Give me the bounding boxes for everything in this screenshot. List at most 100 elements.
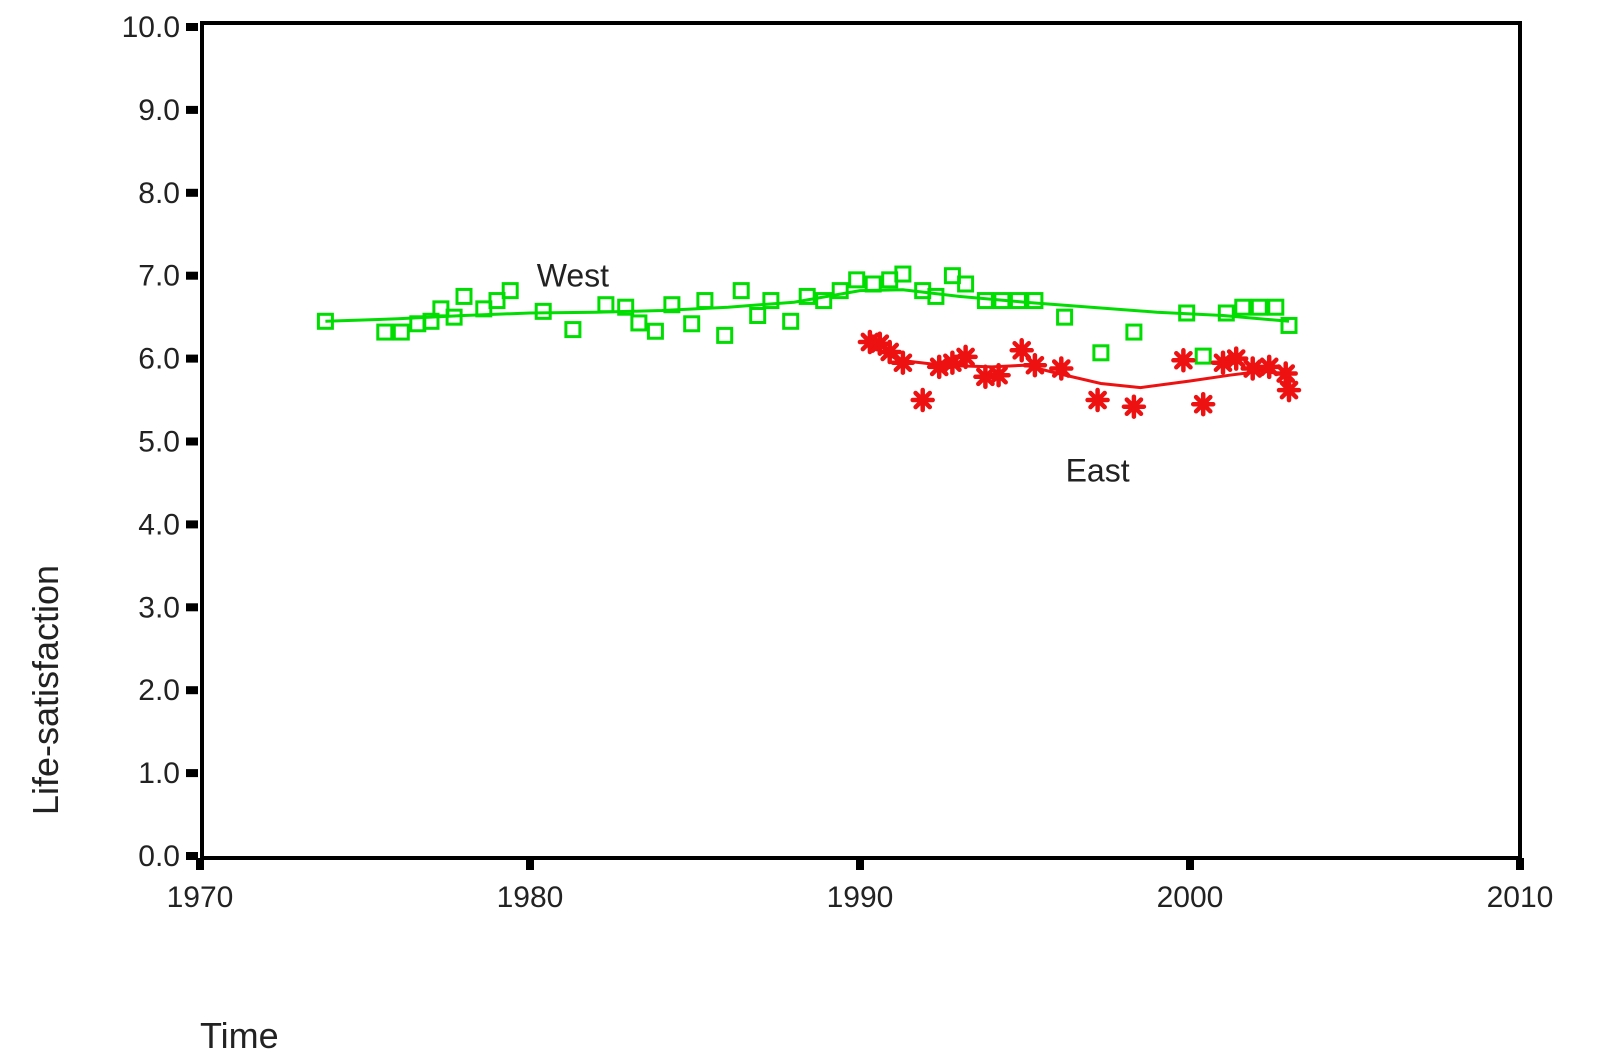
series-west [316, 265, 1298, 365]
west-point-25 [798, 287, 816, 305]
y-tick-label-9: 9.0 [138, 94, 180, 127]
east-point-4 [910, 387, 935, 413]
y-tick-9 [186, 105, 198, 114]
west-point-49 [1280, 316, 1298, 334]
y-tick-label-5: 5.0 [138, 426, 180, 459]
west-point-16 [646, 322, 664, 340]
west-point-41 [1092, 344, 1110, 362]
west-point-2 [392, 323, 410, 341]
x-tick-0 [196, 858, 204, 870]
east-point-7 [953, 344, 978, 370]
east-point-10 [1009, 338, 1034, 363]
x-tick-4 [1516, 858, 1524, 870]
x-tick-2 [856, 858, 864, 870]
west-point-21 [732, 282, 750, 300]
x-tick-3 [1186, 858, 1194, 870]
west-point-27 [831, 282, 849, 300]
west-point-6 [445, 308, 463, 326]
east-point-6 [940, 350, 965, 375]
east-point-14 [1121, 394, 1147, 419]
east-point-9 [986, 362, 1011, 388]
y-tick-4 [186, 520, 198, 529]
x-tick-label-0: 1970 [167, 881, 234, 914]
east-point-15 [1171, 348, 1196, 373]
west-point-19 [696, 292, 714, 310]
west-point-35 [957, 275, 975, 293]
west-point-10 [501, 282, 519, 300]
west-point-11 [534, 302, 552, 320]
east-point-18 [1223, 346, 1249, 371]
y-tick-label-2: 2.0 [138, 674, 180, 707]
x-tick-1 [526, 858, 534, 870]
y-tick-10 [186, 23, 198, 31]
west-point-48 [1267, 298, 1285, 316]
series-label-east: East [1066, 453, 1130, 489]
annotation-layer: West East [537, 258, 1130, 489]
west-point-9 [488, 292, 506, 310]
y-tick-5 [186, 437, 198, 446]
west-point-15 [630, 314, 648, 332]
west-point-23 [762, 292, 780, 310]
west-point-44 [1194, 347, 1212, 365]
east-point-17 [1210, 350, 1236, 375]
west-point-38 [1009, 292, 1027, 310]
west-point-4 [422, 312, 440, 330]
y-tick-label-6: 6.0 [138, 343, 180, 376]
y-tick-6 [186, 354, 198, 363]
west-point-24 [782, 312, 800, 330]
west-point-47 [1250, 298, 1268, 316]
y-tick-label-1: 1.0 [138, 757, 180, 790]
x-tick-label-3: 2000 [1157, 881, 1224, 914]
y-tick-7 [186, 271, 198, 280]
east-point-8 [973, 364, 998, 390]
east-point-22 [1276, 377, 1302, 403]
west-point-36 [976, 292, 994, 310]
west-point-12 [564, 321, 582, 339]
y-axis-title: Life-satisfaction [25, 565, 66, 815]
series-layer [316, 265, 1302, 419]
y-tick-label-8: 8.0 [138, 177, 180, 210]
west-point-46 [1234, 298, 1252, 316]
y-tick-label-7: 7.0 [138, 260, 180, 293]
west-point-13 [597, 296, 615, 314]
west-point-18 [683, 315, 701, 333]
x-tick-label-4: 2010 [1487, 881, 1554, 914]
x-tick-label-1: 1980 [497, 881, 564, 914]
west-point-29 [864, 275, 882, 293]
y-tick-8 [186, 188, 198, 197]
east-point-2 [877, 339, 902, 365]
east-point-11 [1022, 352, 1048, 378]
west-point-7 [455, 287, 473, 305]
west-point-17 [663, 296, 681, 314]
west-point-31 [894, 265, 912, 283]
y-axis: 0.0 1.0 2.0 3.0 4.0 5.0 6.0 7.0 8.0 9.0 10.0 [122, 11, 198, 873]
west-point-43 [1178, 304, 1196, 322]
x-axis: 1970 1980 1990 2000 2010 [167, 858, 1554, 914]
y-tick-label-0: 0.0 [138, 840, 180, 873]
plot-frame [200, 21, 1522, 860]
west-point-0 [316, 312, 334, 330]
west-point-33 [927, 287, 945, 305]
y-tick-0 [186, 852, 198, 860]
east-point-1 [867, 331, 893, 356]
east-point-3 [890, 350, 916, 375]
east-point-21 [1273, 361, 1298, 386]
west-point-22 [749, 306, 767, 324]
x-axis-title: Time [200, 1015, 279, 1056]
west-point-14 [617, 298, 635, 316]
east-point-19 [1240, 356, 1265, 381]
east-point-12 [1049, 356, 1074, 381]
west-point-37 [993, 292, 1011, 310]
west-point-28 [848, 271, 866, 289]
east-point-16 [1190, 391, 1216, 417]
east-point-5 [926, 354, 952, 380]
y-tick-label-3: 3.0 [138, 591, 180, 624]
west-point-39 [1026, 292, 1044, 310]
series-label-west: West [537, 258, 609, 294]
west-point-20 [716, 326, 734, 344]
x-tick-label-2: 1990 [827, 881, 894, 914]
west-point-26 [815, 292, 833, 310]
west-point-42 [1125, 323, 1143, 341]
west-trend-line [325, 288, 1290, 323]
